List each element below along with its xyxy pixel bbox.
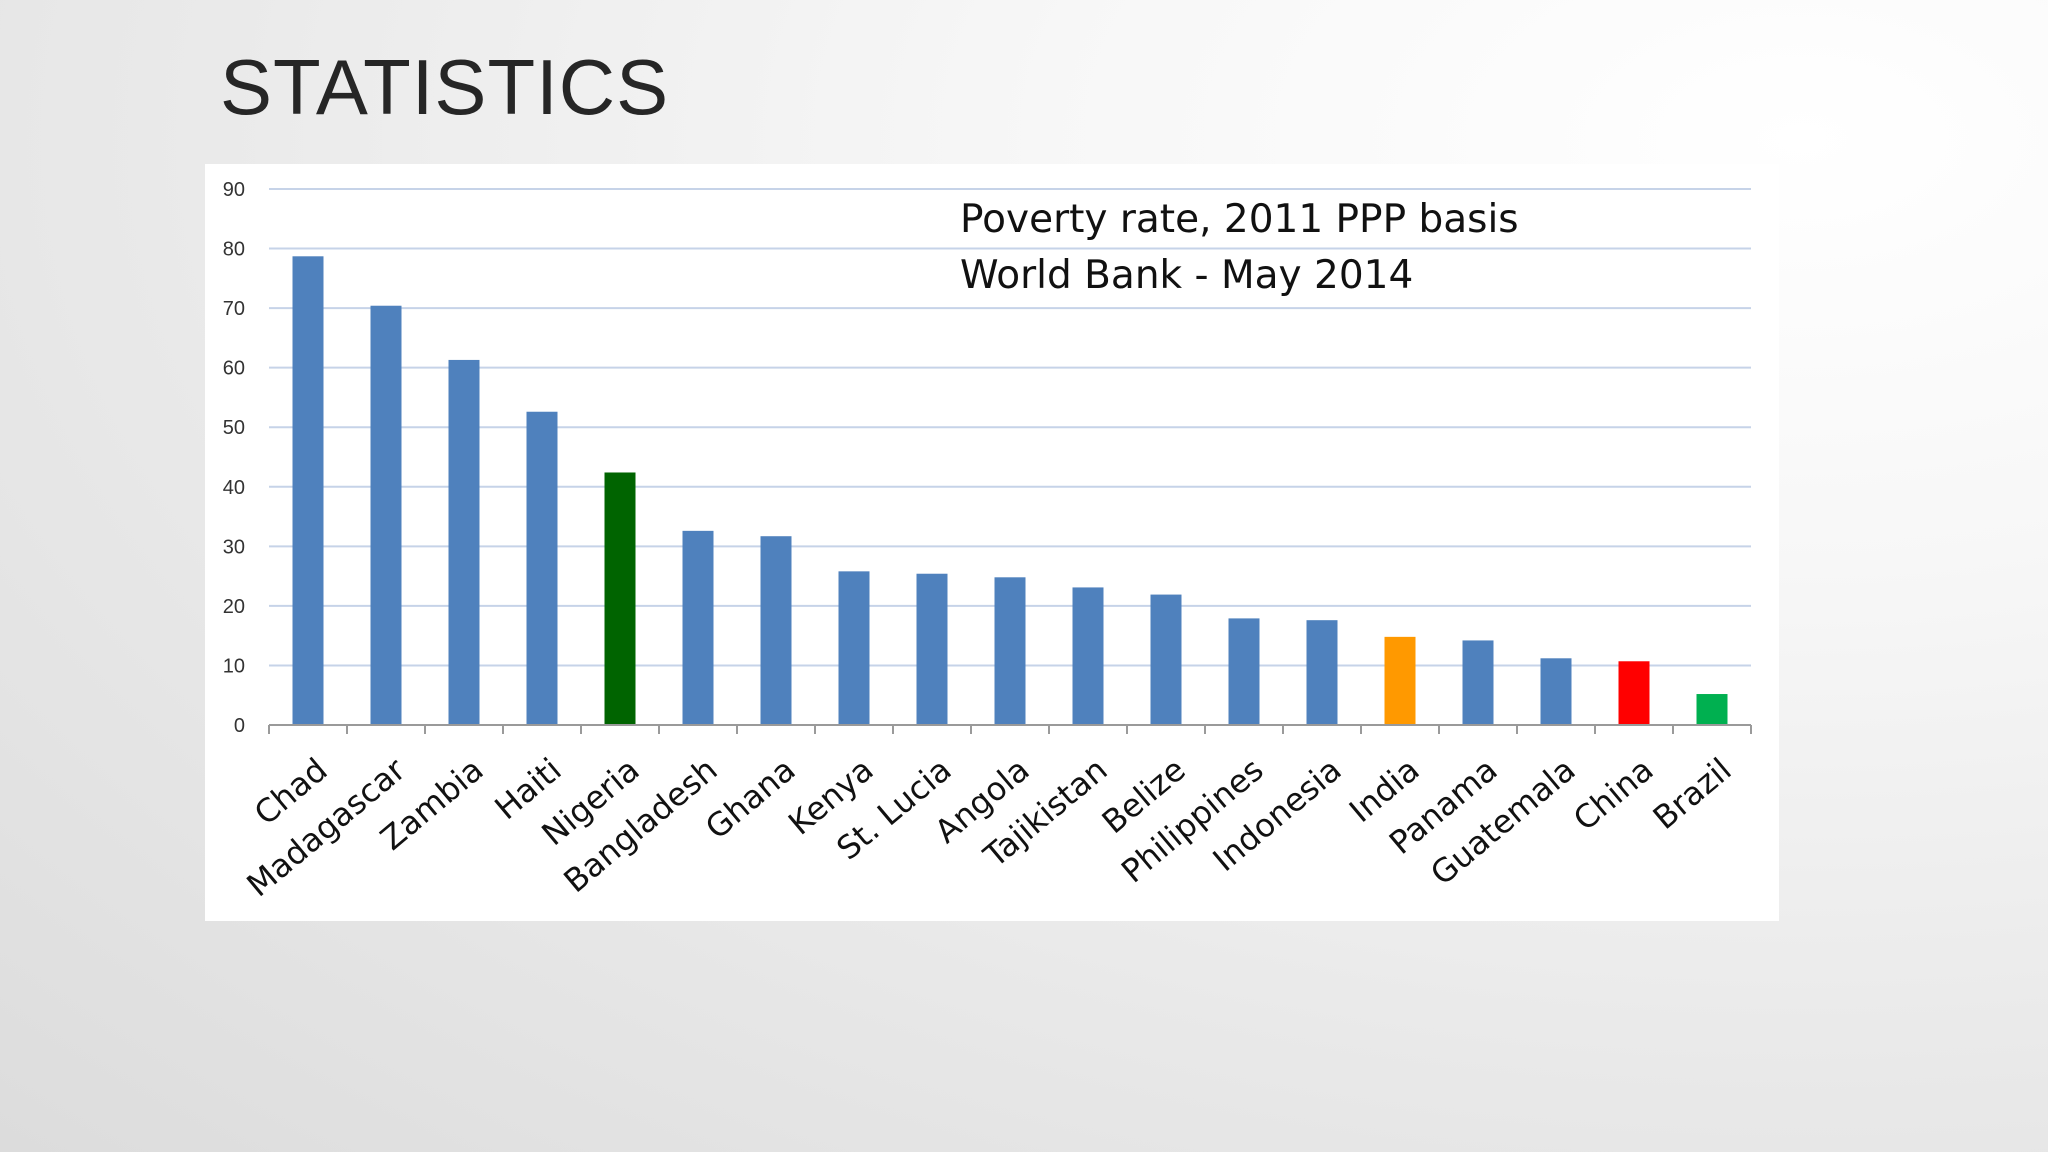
bar-kenya <box>838 571 870 725</box>
bar-philippines <box>1228 618 1260 725</box>
bar-zambia <box>448 359 480 725</box>
y-tick-label: 0 <box>234 715 245 737</box>
x-category-label: Ghana <box>698 750 803 846</box>
chart-annotation: Poverty rate, 2011 PPP basis World Bank -… <box>960 197 1519 298</box>
bar-belize <box>1150 594 1182 725</box>
bar-nigeria <box>604 472 636 725</box>
bar-madagascar <box>370 305 402 725</box>
bar-haiti <box>526 411 558 725</box>
bar-chad <box>292 256 324 725</box>
bars <box>292 256 1728 725</box>
slide-title: STATISTICS <box>220 43 670 131</box>
x-category-label: Brazil <box>1646 750 1739 837</box>
bar-indonesia <box>1306 620 1338 725</box>
y-tick-label: 80 <box>223 239 245 261</box>
bar-st-lucia <box>916 573 948 725</box>
gridlines <box>269 188 1751 667</box>
poverty-rate-bar-chart: 0 10 20 30 40 50 60 70 80 90 ChadMadagascarZambia… <box>223 179 1752 904</box>
y-tick-label: 50 <box>223 417 245 439</box>
chart-title-line-2: World Bank - May 2014 <box>960 253 1413 298</box>
bar-angola <box>994 577 1026 725</box>
y-tick-label: 20 <box>223 596 245 618</box>
y-tick-label: 30 <box>223 536 245 558</box>
bar-guatemala <box>1540 658 1572 725</box>
bar-india <box>1384 636 1416 725</box>
y-tick-label: 70 <box>223 298 245 320</box>
chart-panel: 0 10 20 30 40 50 60 70 80 90 Chad Madagascar Zambia… <box>205 164 1779 921</box>
y-tick-label: 40 <box>223 477 245 499</box>
bar-tajikistan <box>1072 587 1104 725</box>
bar-ghana <box>760 536 792 725</box>
y-tick-label: 60 <box>223 358 245 380</box>
x-axis-category-labels: ChadMadagascarZambiaHaitiNigeriaBanglade… <box>239 750 1738 904</box>
bar-panama <box>1462 640 1494 725</box>
chart-title-line-1: Poverty rate, 2011 PPP basis <box>960 197 1519 242</box>
x-category-label: China <box>1566 750 1660 838</box>
y-tick-label: 90 <box>223 179 245 201</box>
x-axis <box>268 724 1752 734</box>
y-tick-label: 10 <box>223 655 245 677</box>
bar-bangladesh <box>682 530 714 725</box>
bar-brazil <box>1696 694 1728 725</box>
bar-china <box>1618 661 1650 725</box>
y-axis-tick-labels: 0 10 20 30 40 50 60 70 80 90 <box>223 179 245 737</box>
